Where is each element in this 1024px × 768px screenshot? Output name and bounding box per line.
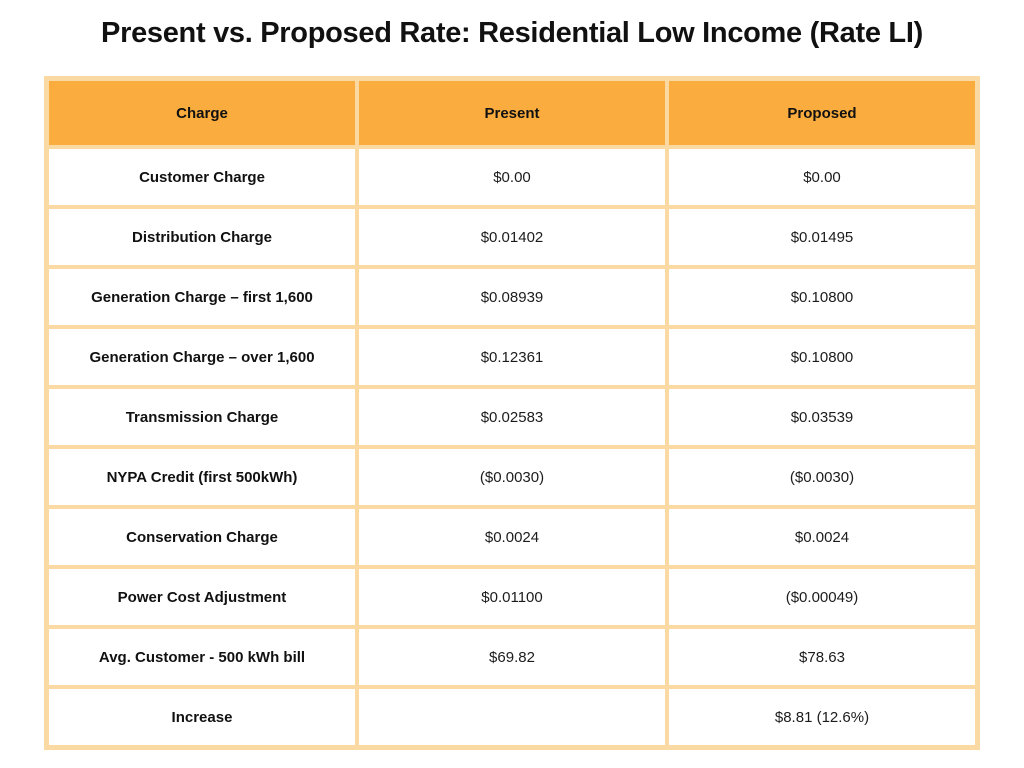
rate-comparison-table: Charge Present Proposed Customer Charge $…: [44, 76, 980, 750]
charge-label: NYPA Credit (first 500kWh): [49, 449, 355, 505]
charge-label: Transmission Charge: [49, 389, 355, 445]
table-row: Avg. Customer - 500 kWh bill $69.82 $78.63: [49, 629, 975, 685]
proposed-value: ($0.00049): [669, 569, 975, 625]
table-row: Generation Charge – over 1,600 $0.12361 $0…: [49, 329, 975, 385]
present-value: $0.02583: [359, 389, 665, 445]
proposed-value: $8.81 (12.6%): [669, 689, 975, 745]
proposed-value: $0.0024: [669, 509, 975, 565]
table-row: Distribution Charge $0.01402 $0.01495: [49, 209, 975, 265]
proposed-value: $0.01495: [669, 209, 975, 265]
table-row: Conservation Charge $0.0024 $0.0024: [49, 509, 975, 565]
present-value: $0.08939: [359, 269, 665, 325]
column-header-proposed: Proposed: [669, 81, 975, 145]
proposed-value: ($0.0030): [669, 449, 975, 505]
table-row: NYPA Credit (first 500kWh) ($0.0030) ($0.0…: [49, 449, 975, 505]
table-header-row: Charge Present Proposed: [49, 81, 975, 145]
charge-label: Avg. Customer - 500 kWh bill: [49, 629, 355, 685]
present-value: $0.12361: [359, 329, 665, 385]
charge-label: Customer Charge: [49, 149, 355, 205]
present-value: ($0.0030): [359, 449, 665, 505]
present-value: $69.82: [359, 629, 665, 685]
table-row: Increase $8.81 (12.6%): [49, 689, 975, 745]
charge-label: Power Cost Adjustment: [49, 569, 355, 625]
present-value: $0.00: [359, 149, 665, 205]
charge-label: Distribution Charge: [49, 209, 355, 265]
table-row: Power Cost Adjustment $0.01100 ($0.00049): [49, 569, 975, 625]
proposed-value: $0.10800: [669, 269, 975, 325]
column-header-charge: Charge: [49, 81, 355, 145]
charge-label: Generation Charge – over 1,600: [49, 329, 355, 385]
proposed-value: $0.03539: [669, 389, 975, 445]
present-value: $0.01402: [359, 209, 665, 265]
table-row: Transmission Charge $0.02583 $0.03539: [49, 389, 975, 445]
charge-label: Generation Charge – first 1,600: [49, 269, 355, 325]
proposed-value: $0.00: [669, 149, 975, 205]
charge-label: Conservation Charge: [49, 509, 355, 565]
column-header-present: Present: [359, 81, 665, 145]
present-value: [359, 689, 665, 745]
present-value: $0.01100: [359, 569, 665, 625]
table-row: Generation Charge – first 1,600 $0.08939 $…: [49, 269, 975, 325]
charge-label: Increase: [49, 689, 355, 745]
present-value: $0.0024: [359, 509, 665, 565]
table-row: Customer Charge $0.00 $0.00: [49, 149, 975, 205]
proposed-value: $0.10800: [669, 329, 975, 385]
proposed-value: $78.63: [669, 629, 975, 685]
page-title: Present vs. Proposed Rate: Residential L…: [101, 17, 923, 49]
